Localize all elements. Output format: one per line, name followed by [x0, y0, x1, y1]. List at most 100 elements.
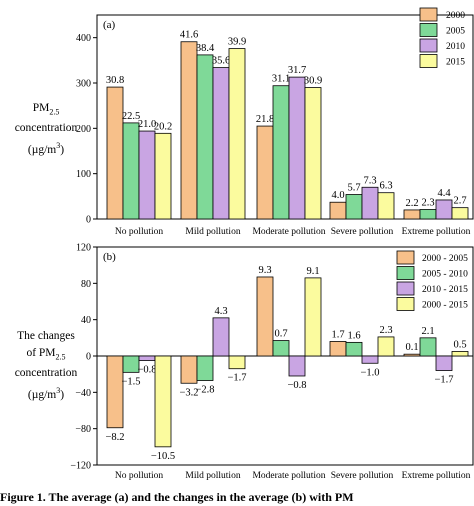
panel-a-data-label: 6.3 — [379, 181, 392, 192]
panel-a-data-label: 30.8 — [106, 75, 124, 86]
panel-a-data-label: 5.7 — [347, 183, 360, 194]
panel-b-bar — [403, 353, 421, 357]
panel-b-y-tick-label: 80 — [81, 279, 91, 290]
panel-b-bar — [272, 340, 290, 357]
panel-b-data-label: −1.7 — [227, 373, 246, 384]
panel-a-data-label: 2.7 — [453, 196, 466, 207]
panel-a-bar — [435, 199, 453, 220]
panel-b-y-tick-label: 40 — [81, 315, 91, 326]
panel-b-data-label: −8.2 — [105, 432, 124, 443]
panel-b-bar — [451, 351, 469, 357]
panel-b-data-label: 2.3 — [379, 325, 392, 336]
panel-a-ylabel-sup: 3 — [56, 141, 61, 151]
panel-a-y-tick-label: 0 — [86, 215, 91, 226]
panel-a-category-label: Severe pollution — [331, 227, 394, 237]
panel-b-ylabel-close: ) — [60, 389, 65, 402]
panel-a-bar — [256, 125, 274, 220]
panel-b-category-label: Severe pollution — [331, 471, 394, 481]
panel-b-legend-label: 2000 - 2005 — [422, 254, 468, 264]
panel-a-bar — [180, 41, 198, 220]
panel-a-data-label: 7.3 — [363, 175, 376, 186]
panel-a-y-tick-label: 100 — [76, 169, 91, 180]
panel-b-data-label: 0.5 — [453, 339, 466, 350]
panel-a-data-label: 31.7 — [288, 65, 306, 76]
panel-b-y-tick-label: −40 — [75, 388, 91, 399]
panel-b-bar — [419, 337, 437, 357]
panel-a-legend-swatch — [419, 23, 438, 37]
panel-a-y-tick-label: 200 — [76, 124, 91, 135]
panel-a-ylabel-close: ) — [60, 144, 65, 157]
panel-b-ylabel-changes: The changes — [17, 330, 75, 342]
panel-b-bar — [138, 355, 156, 361]
panel-a-legend-swatch — [419, 54, 438, 68]
panel-b-bar — [154, 355, 172, 448]
panel-a-ylabel-sub: 2.5 — [49, 107, 60, 117]
panel-a-legend-label: 2000 — [446, 11, 465, 21]
panel-b-bar — [361, 355, 379, 364]
panel-a-data-label: 2.2 — [405, 198, 418, 209]
panel-a-data-label: 2.3 — [421, 197, 434, 208]
panel-a-legend-swatch — [419, 38, 438, 53]
panel-b-bar — [228, 355, 246, 370]
panel-a-ylabel-pm: PM — [32, 102, 50, 114]
panel-b-bar — [345, 341, 363, 357]
panel-b-legend-swatch — [396, 266, 415, 280]
panel-a-bar — [361, 186, 379, 220]
panel-b-legend-swatch — [396, 297, 415, 311]
panel-a-bar — [345, 194, 363, 220]
panel-b-data-label: 0.1 — [405, 342, 418, 353]
panel-a-ylabel-concentration: concentration — [14, 122, 78, 135]
panel-b-y-tick-label: 120 — [76, 243, 91, 254]
panel-a-bar — [212, 67, 230, 220]
panel-a-bar — [196, 54, 214, 220]
panel-a-data-label: 31.1 — [272, 74, 290, 85]
panel-a-bar — [272, 85, 290, 220]
panel-a-y-tick-label: 300 — [76, 79, 91, 90]
panel-b-bar — [196, 355, 214, 381]
panel-a-data-label: 38.4 — [196, 43, 215, 54]
panel-b-bar — [304, 277, 322, 357]
panel-a-data-label: 4.4 — [437, 188, 451, 199]
panel-b-bar — [106, 355, 124, 429]
panel-a-bar — [154, 132, 172, 220]
panel-a-label: (a) — [103, 19, 116, 31]
panel-b-y-tick-label: −80 — [75, 424, 91, 435]
panel-b-y-tick-label: 0 — [86, 352, 91, 363]
panel-b-ylabel-unit: (µg/m — [27, 389, 57, 402]
panel-b-ylabel-pm: of PM — [26, 347, 56, 359]
panel-b-data-label: 9.3 — [258, 265, 271, 276]
panel-a-category-label: Mild pollution — [185, 227, 240, 237]
panel-a-bar — [304, 87, 322, 220]
panel-b-data-label: −0.8 — [287, 380, 306, 391]
panel-b-data-label: −0.8 — [137, 365, 156, 376]
panel-b-bar — [377, 336, 395, 357]
panel-a-category-label: No pollution — [115, 227, 164, 237]
panel-a-category-label: Extreme pollution — [402, 227, 471, 237]
panel-b-y-axis-label: The changes of PM2.5 concentration (µg/m… — [0, 328, 92, 404]
panel-b-bar — [329, 341, 347, 357]
panel-b-data-label: 1.7 — [331, 329, 344, 340]
panel-a-data-label: 21.0 — [138, 119, 156, 130]
panel-b-legend-label: 2010 - 2015 — [422, 285, 468, 295]
panel-b-bar — [212, 317, 230, 357]
panel-b-data-label: 0.7 — [274, 329, 287, 340]
panel-b-data-label: 9.1 — [306, 266, 319, 277]
panel-a-bar — [106, 86, 124, 220]
panel-a-ylabel-unit: (µg/m — [27, 144, 57, 157]
panel-a-data-label: 4.0 — [331, 190, 344, 201]
panel-a-legend-label: 2005 — [446, 27, 465, 37]
panel-a-legend-label: 2015 — [446, 58, 465, 68]
panel-a-y-axis-label: PM2.5 concentration (µg/m3) — [0, 100, 92, 159]
panel-a-bar — [403, 209, 421, 220]
panel-b-data-label: 4.3 — [214, 306, 227, 317]
panel-b-legend-label: 2005 - 2010 — [422, 270, 468, 280]
panel-a-bar — [377, 192, 395, 220]
panel-a-data-label: 20.2 — [154, 121, 172, 132]
panel-b-bar — [180, 355, 198, 384]
panel-b-bar — [256, 276, 274, 357]
panel-a-data-label: 22.5 — [122, 111, 140, 122]
panel-a-bar — [138, 130, 156, 220]
panel-b-bar — [122, 355, 140, 373]
panel-a-bar — [451, 207, 469, 220]
